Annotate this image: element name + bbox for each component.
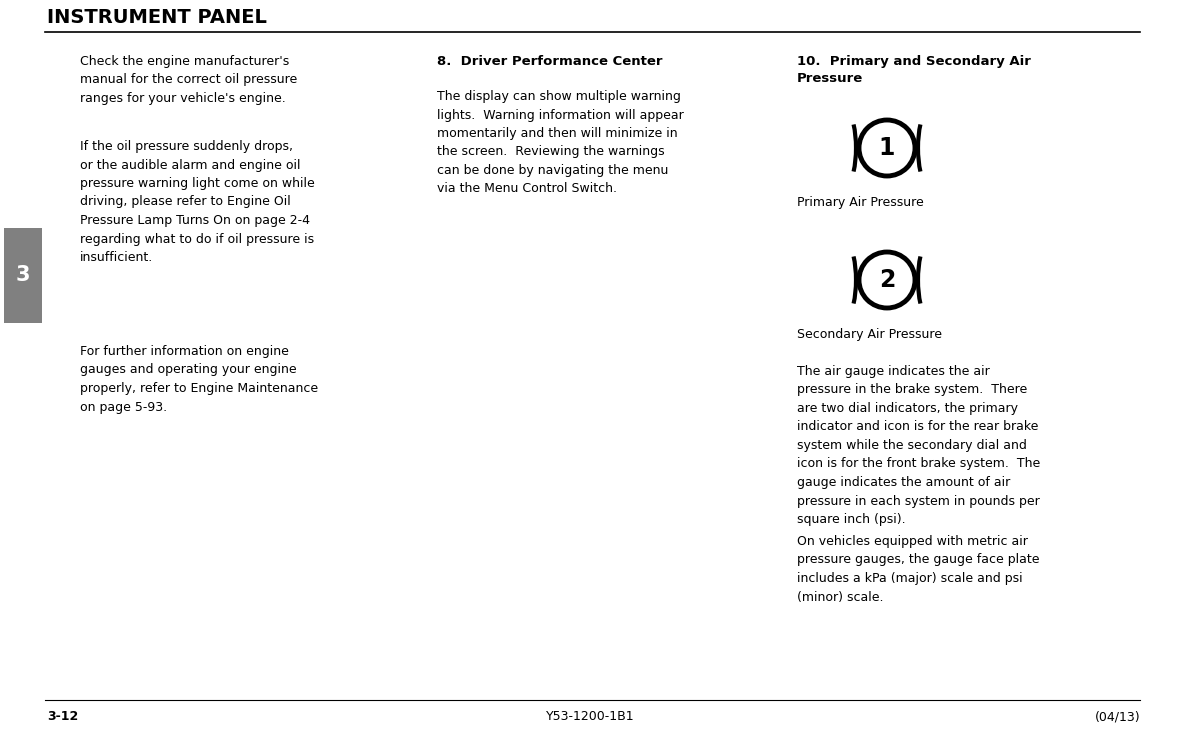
- Text: 2: 2: [879, 268, 895, 292]
- Text: On vehicles equipped with metric air
pressure gauges, the gauge face plate
inclu: On vehicles equipped with metric air pre…: [797, 535, 1039, 603]
- Text: Primary Air Pressure: Primary Air Pressure: [797, 196, 924, 209]
- Text: 10.  Primary and Secondary Air
Pressure: 10. Primary and Secondary Air Pressure: [797, 55, 1031, 85]
- Text: The air gauge indicates the air
pressure in the brake system.  There
are two dia: The air gauge indicates the air pressure…: [797, 365, 1040, 526]
- Text: Y53-1200-1B1: Y53-1200-1B1: [546, 710, 634, 723]
- Circle shape: [859, 120, 915, 176]
- FancyBboxPatch shape: [4, 228, 43, 323]
- Text: 3-12: 3-12: [47, 710, 78, 723]
- Text: For further information on engine
gauges and operating your engine
properly, ref: For further information on engine gauges…: [80, 345, 318, 414]
- Text: INSTRUMENT PANEL: INSTRUMENT PANEL: [47, 8, 267, 27]
- Text: 1: 1: [879, 136, 895, 160]
- Text: 8.  Driver Performance Center: 8. Driver Performance Center: [437, 55, 663, 68]
- Circle shape: [859, 252, 915, 308]
- Text: Secondary Air Pressure: Secondary Air Pressure: [797, 328, 942, 341]
- Text: Check the engine manufacturer's
manual for the correct oil pressure
ranges for y: Check the engine manufacturer's manual f…: [80, 55, 298, 105]
- Text: The display can show multiple warning
lights.  Warning information will appear
m: The display can show multiple warning li…: [437, 90, 684, 195]
- Text: (04/13): (04/13): [1095, 710, 1140, 723]
- Text: 3: 3: [15, 265, 31, 285]
- Text: If the oil pressure suddenly drops,
or the audible alarm and engine oil
pressure: If the oil pressure suddenly drops, or t…: [80, 140, 315, 264]
